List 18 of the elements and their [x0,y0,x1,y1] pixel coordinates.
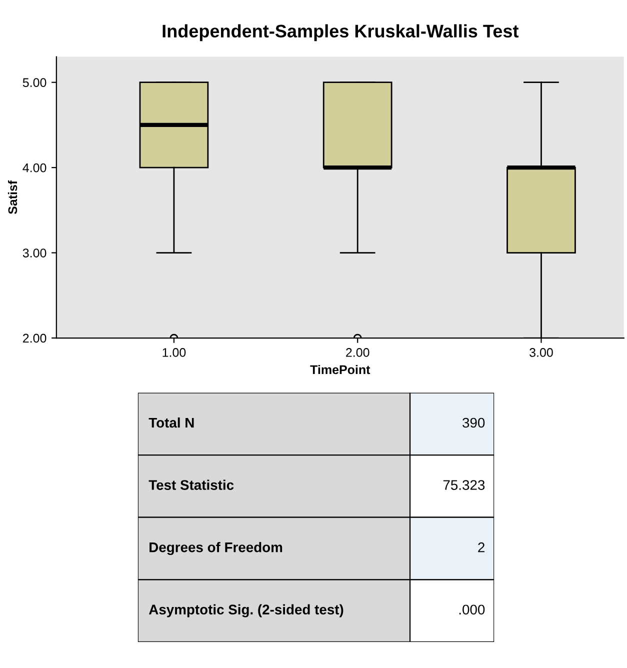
category-label: Asymptotic Sig. (2-sided test) [148,604,344,618]
category-label: Degrees of Freedom [150,542,282,556]
x-axis-title: TimePoint [310,364,370,374]
category-label: Test Statistic [148,480,234,490]
category-label: Total N [148,417,194,428]
x-tick-label: 3.00 [530,348,553,357]
text: 2 [478,542,484,552]
y-tick-label: 5.00 [22,78,46,87]
text: 75.323 [443,480,485,490]
x-tick-label: 1.00 [162,348,186,357]
y-axis-title: Satisf [8,180,18,214]
y-tick-label: 2.00 [23,334,46,343]
x-tick-label: 2.00 [346,348,370,357]
y-tick-label: 4.00 [22,163,46,172]
y-tick-label: 3.00 [22,248,46,258]
chart-title: Independent-Samples Kruskal-Wallis Test [162,24,519,42]
text: .000 [459,604,485,615]
text: 390 [462,418,485,428]
